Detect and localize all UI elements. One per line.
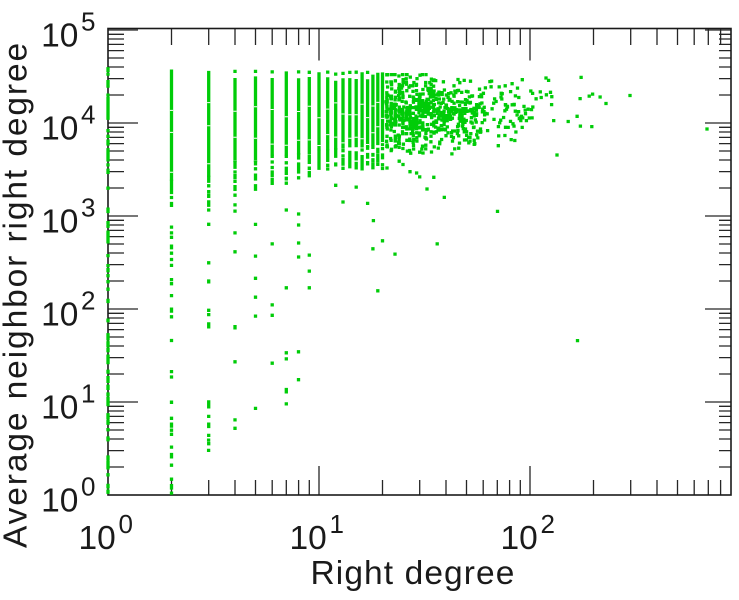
svg-text:Right degree: Right degree xyxy=(310,555,515,592)
svg-text:10: 10 xyxy=(79,520,116,557)
svg-text:Average neighbor right degree: Average neighbor right degree xyxy=(0,41,35,548)
svg-text:3: 3 xyxy=(81,192,95,222)
svg-text:10: 10 xyxy=(41,389,78,426)
svg-text:10: 10 xyxy=(41,17,78,54)
svg-text:10: 10 xyxy=(41,296,78,333)
svg-text:10: 10 xyxy=(41,110,78,147)
svg-text:10: 10 xyxy=(41,482,78,519)
svg-text:10: 10 xyxy=(501,520,538,557)
svg-text:4: 4 xyxy=(81,99,95,129)
svg-text:0: 0 xyxy=(81,471,95,501)
svg-text:2: 2 xyxy=(541,509,555,539)
svg-text:2: 2 xyxy=(81,285,95,315)
svg-text:5: 5 xyxy=(81,6,95,36)
svg-text:10: 10 xyxy=(41,203,78,240)
svg-text:1: 1 xyxy=(81,378,95,408)
svg-text:0: 0 xyxy=(119,509,133,539)
svg-text:10: 10 xyxy=(290,520,327,557)
svg-text:1: 1 xyxy=(330,509,344,539)
